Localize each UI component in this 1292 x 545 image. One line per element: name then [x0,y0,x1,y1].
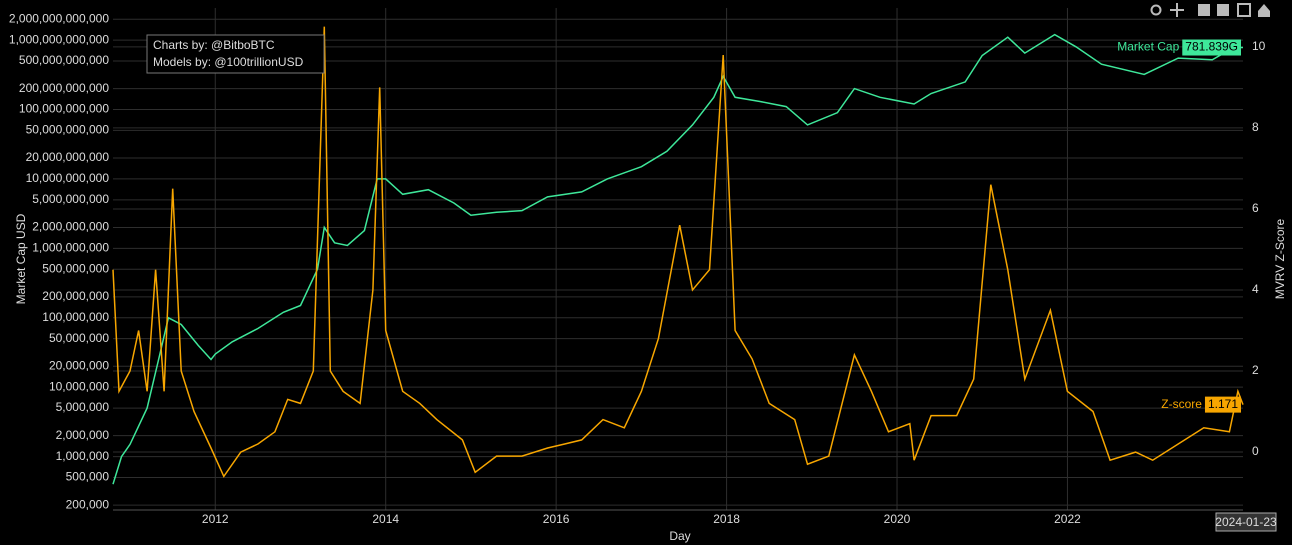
y-tick-label: 500,000,000 [42,261,109,275]
x-tick-label: 2020 [884,512,911,526]
y-tick-label: 2,000,000,000,000 [9,11,109,25]
y-tick-label: 1,000,000 [56,449,110,463]
y2-axis-title: MVRV Z-Score [1273,218,1287,299]
hover-x-label: 2024-01-23 [1215,515,1277,529]
annotation-box [146,34,325,74]
y2-tick-label: 4 [1252,282,1259,296]
y-tick-label: 1,000,000,000,000 [9,32,109,46]
annotation-text: Charts by: @BitboBTC [153,38,275,52]
x-tick-label: 2022 [1054,512,1081,526]
y2-tick-label: 0 [1252,444,1259,458]
x-tick-label: 2012 [202,512,229,526]
zoom-button[interactable] [1150,4,1162,16]
y-tick-label: 500,000 [66,470,110,484]
zoom-in-button[interactable] [1198,4,1210,16]
x-tick-label: 2018 [713,512,740,526]
y-tick-label: 20,000,000,000 [26,150,110,164]
end-value-box [1204,396,1241,413]
y-tick-label: 5,000,000,000 [32,192,109,206]
y-tick-label: 200,000,000 [42,289,109,303]
y-tick-label: 200,000 [66,497,110,511]
y-tick-label: 100,000,000,000 [19,102,109,116]
y-tick-label: 200,000,000,000 [19,81,109,95]
y-tick-label: 5,000,000 [56,400,110,414]
y-tick-label: 2,000,000,000 [32,220,109,234]
y-tick-label: 1,000,000,000 [32,241,109,255]
y2-tick-label: 6 [1252,201,1259,215]
y-tick-label: 10,000,000,000 [26,171,110,185]
x-tick-label: 2014 [372,512,399,526]
y2-tick-label: 8 [1252,120,1259,134]
series-line [112,26,1244,478]
zoom-out-button[interactable] [1217,4,1229,16]
y-tick-label: 50,000,000 [49,331,109,345]
y2-tick-label: 2 [1252,363,1259,377]
legend-label: Z-score [1161,397,1202,411]
end-value-label: 1.171 [1208,397,1238,411]
pan-button[interactable] [1170,3,1184,17]
legend-label: Market Cap [1117,40,1179,54]
x-tick-label: 2016 [543,512,570,526]
x-axis-title: Day [669,529,690,543]
y-tick-label: 10,000,000 [49,379,109,393]
y-tick-label: 50,000,000,000 [26,123,110,137]
reset-button[interactable] [1258,4,1270,17]
y-tick-label: 2,000,000 [56,428,110,442]
y-tick-label: 100,000,000 [42,310,109,324]
y-tick-label: 20,000,000 [49,358,109,372]
end-value-label: 781.839G [1185,40,1238,54]
hover-x-box [1215,512,1277,532]
annotation-text: Models by: @100trillionUSD [153,55,304,69]
y-tick-label: 500,000,000,000 [19,53,109,67]
end-value-box [1182,39,1241,56]
grid [113,8,1243,511]
y-axis-title: Market Cap USD [14,213,28,304]
labels: 2012 2014 2016 2018 2020 2022 200,000 500,000 1,… [9,11,1266,526]
series-line [112,33,1244,485]
toolbar [1150,3,1270,17]
plot [112,26,1244,485]
autoscale-button[interactable] [1237,3,1251,17]
y2-tick-label: 10 [1252,39,1266,53]
